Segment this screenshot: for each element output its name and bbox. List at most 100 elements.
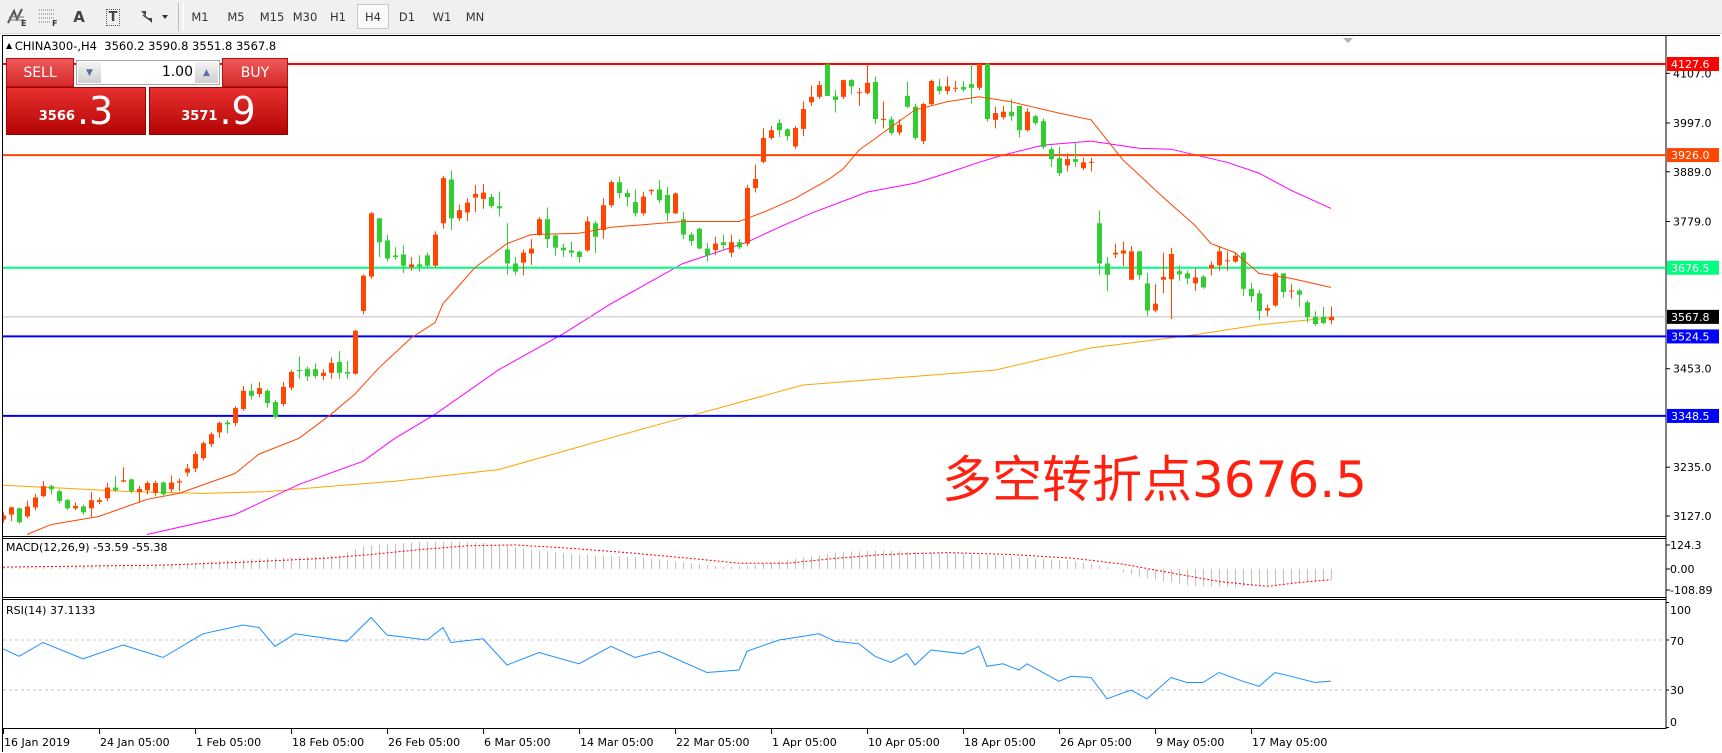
toolbar-separator	[178, 3, 184, 31]
lot-decrease-button[interactable]: ▼	[78, 62, 101, 83]
timeframe-m5-button[interactable]: M5	[227, 9, 245, 24]
candle-bullish	[1161, 277, 1166, 280]
candle-bearish	[1305, 302, 1310, 318]
candle-bullish	[1273, 273, 1278, 306]
candle-bullish	[993, 113, 998, 120]
candle-bearish	[249, 390, 254, 396]
collapse-triangle-icon[interactable]: ▲	[6, 41, 15, 50]
sell-price-button[interactable]: 3566.3	[6, 87, 146, 135]
candle-bullish	[1209, 264, 1214, 269]
timeframe-m30-button[interactable]: M30	[292, 9, 318, 24]
time-axis-label: 6 Mar 05:00	[484, 736, 551, 749]
candle-bearish	[273, 402, 278, 418]
candle-bearish	[1049, 149, 1054, 160]
candle-bullish	[1225, 260, 1230, 262]
candle-bullish	[753, 179, 758, 189]
candle-bullish	[217, 422, 222, 433]
candle-bullish	[977, 63, 982, 88]
macd-tick-label: 124.3	[1670, 539, 1702, 552]
time-axis-label: 9 May 05:00	[1156, 736, 1225, 749]
macd-tick-label: 0.00	[1670, 563, 1695, 576]
rsi-tick-label: 100	[1670, 604, 1691, 617]
candle-bullish	[73, 506, 78, 509]
candle-bullish	[153, 483, 158, 493]
candle-bullish	[97, 500, 102, 502]
sell-label: SELL	[23, 64, 57, 81]
buy-button[interactable]: BUY	[222, 58, 288, 87]
time-axis-label: 18 Apr 05:00	[964, 736, 1036, 749]
candle-bearish	[1241, 252, 1246, 289]
sell-button[interactable]: SELL	[6, 58, 74, 87]
price-level-tag-label: 4127.6	[1671, 58, 1710, 71]
candle-bullish	[745, 188, 750, 244]
candle-bearish	[1177, 271, 1182, 275]
timeframe-w1-button[interactable]: W1	[432, 9, 452, 24]
candle-bullish	[793, 127, 798, 147]
candle-bullish	[585, 221, 590, 251]
candle-bullish	[145, 483, 150, 491]
elliott-wave-icon[interactable]: E	[4, 5, 30, 29]
candle-bullish	[465, 202, 470, 213]
candle-bullish	[609, 182, 614, 206]
rsi-tick-label: 0	[1670, 716, 1677, 729]
svg-text:F: F	[52, 19, 57, 27]
lot-increase-button[interactable]: ▲	[195, 62, 218, 83]
rsi-tick-label: 70	[1670, 635, 1684, 648]
timeframe-d1-button[interactable]: D1	[398, 9, 416, 24]
timeframe-mn-button[interactable]: MN	[465, 9, 485, 24]
lot-size-input[interactable]: 1.00	[161, 64, 193, 80]
candle-bearish	[1321, 316, 1326, 324]
fibonacci-grid-icon[interactable]: F	[35, 5, 61, 29]
candle-bullish	[105, 487, 110, 499]
candle-bearish	[553, 235, 558, 248]
candle-bullish	[1265, 308, 1270, 311]
buy-price-fraction: .9	[219, 89, 256, 133]
time-axis-label: 10 Apr 05:00	[868, 736, 940, 749]
time-axis-label: 14 Mar 05:00	[580, 736, 654, 749]
candle-bullish	[1065, 159, 1070, 166]
candle-bearish	[265, 390, 270, 404]
time-axis-label: 24 Jan 05:00	[100, 736, 170, 749]
chart-annotation-text[interactable]: 多空转折点3676.5	[942, 451, 1367, 509]
candle-bearish	[1041, 121, 1046, 147]
candle-bullish	[769, 130, 774, 138]
text-icon[interactable]: A	[66, 5, 92, 29]
candle-bullish	[649, 189, 654, 192]
timeframe-h1-button[interactable]: H1	[330, 9, 346, 24]
candle-bearish	[17, 508, 22, 523]
candle-bullish	[1289, 290, 1294, 292]
timeframe-m1-button[interactable]: M1	[191, 9, 209, 24]
candle-bearish	[337, 361, 342, 373]
candle-bullish	[1025, 111, 1030, 131]
candle-bullish	[921, 104, 926, 142]
timeframe-h4-button[interactable]: H4	[357, 4, 389, 29]
arrows-dropdown-icon[interactable]	[136, 5, 172, 29]
candle-bearish	[617, 182, 622, 194]
candle-bearish	[1073, 159, 1078, 162]
candle-bearish	[313, 369, 318, 376]
candle-bullish	[713, 243, 718, 250]
candle-bullish	[929, 80, 934, 105]
lot-size-stepper[interactable]: ▼ 1.00 ▲	[76, 60, 220, 85]
timeframe-m15-button[interactable]: M15	[259, 9, 285, 24]
candle-bearish	[1057, 158, 1062, 174]
candle-bearish	[785, 129, 790, 137]
candle-bullish	[89, 500, 94, 509]
text-icon-label: A	[73, 8, 85, 26]
rsi-tick-label: 30	[1670, 684, 1684, 697]
sell-price-fraction: .3	[76, 89, 114, 133]
candle-bearish	[681, 219, 686, 235]
candle-bearish	[657, 189, 662, 201]
candle-bullish	[601, 205, 606, 231]
candle-bullish	[953, 87, 958, 89]
macd-tick-label: -108.89	[1670, 584, 1712, 597]
candle-bullish	[369, 213, 374, 277]
text-label-icon[interactable]: T	[100, 5, 126, 29]
price-tick-label: 3997.0	[1673, 117, 1712, 130]
buy-price-button[interactable]: 3571.9	[149, 87, 288, 135]
candle-bearish	[961, 86, 966, 90]
candle-bullish	[673, 193, 678, 214]
candle-bullish	[289, 371, 294, 388]
candle-bullish	[1113, 252, 1118, 255]
